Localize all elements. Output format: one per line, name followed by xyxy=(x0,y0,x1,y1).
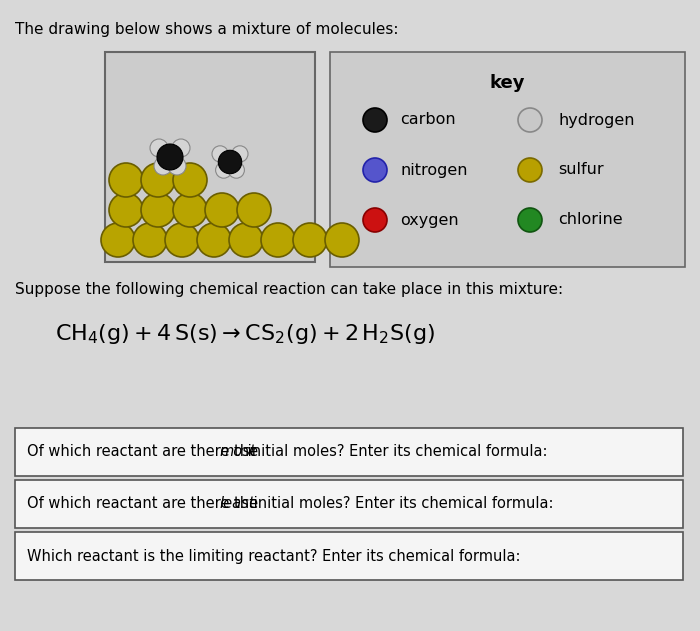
Circle shape xyxy=(109,163,143,197)
Text: Of which reactant are there the: Of which reactant are there the xyxy=(27,497,262,512)
Text: sulfur: sulfur xyxy=(558,163,603,177)
Text: The drawing below shows a mixture of molecules:: The drawing below shows a mixture of mol… xyxy=(15,22,398,37)
Circle shape xyxy=(363,208,387,232)
Text: least: least xyxy=(219,497,255,512)
Circle shape xyxy=(150,139,168,157)
Text: oxygen: oxygen xyxy=(400,213,459,228)
Text: Which reactant is the limiting reactant? Enter its chemical formula:: Which reactant is the limiting reactant?… xyxy=(27,548,521,563)
Circle shape xyxy=(173,193,207,227)
Circle shape xyxy=(216,162,232,178)
Bar xyxy=(105,52,315,262)
Bar xyxy=(15,532,683,580)
Circle shape xyxy=(165,223,199,257)
Circle shape xyxy=(154,157,172,175)
Text: initial moles? Enter its chemical formula:: initial moles? Enter its chemical formul… xyxy=(249,497,554,512)
Text: Of which reactant are there the: Of which reactant are there the xyxy=(27,444,262,459)
Circle shape xyxy=(363,108,387,132)
Circle shape xyxy=(293,223,327,257)
Text: initial moles? Enter its chemical formula:: initial moles? Enter its chemical formul… xyxy=(243,444,547,459)
Circle shape xyxy=(141,193,175,227)
Circle shape xyxy=(101,223,135,257)
Circle shape xyxy=(172,139,190,157)
Text: carbon: carbon xyxy=(400,112,456,127)
Circle shape xyxy=(518,108,542,132)
Circle shape xyxy=(212,146,228,162)
Bar xyxy=(330,52,685,267)
Circle shape xyxy=(518,158,542,182)
Circle shape xyxy=(205,193,239,227)
Bar xyxy=(15,428,683,476)
Circle shape xyxy=(232,146,248,162)
Circle shape xyxy=(157,144,183,170)
Text: chlorine: chlorine xyxy=(558,213,622,228)
Text: $\mathrm{CH_4(g)+4\,S(s) \rightarrow CS_2(g)+2\,H_2S(g)}$: $\mathrm{CH_4(g)+4\,S(s) \rightarrow CS_… xyxy=(55,322,435,346)
Text: nitrogen: nitrogen xyxy=(400,163,468,177)
Circle shape xyxy=(237,193,271,227)
Circle shape xyxy=(109,193,143,227)
Circle shape xyxy=(218,150,242,174)
Circle shape xyxy=(363,158,387,182)
Circle shape xyxy=(197,223,231,257)
Text: hydrogen: hydrogen xyxy=(558,112,634,127)
Circle shape xyxy=(168,157,186,175)
Circle shape xyxy=(133,223,167,257)
Text: key: key xyxy=(490,74,525,92)
Circle shape xyxy=(173,163,207,197)
Circle shape xyxy=(229,223,263,257)
Circle shape xyxy=(261,223,295,257)
Circle shape xyxy=(325,223,359,257)
Circle shape xyxy=(141,163,175,197)
Circle shape xyxy=(518,208,542,232)
Bar xyxy=(15,480,683,528)
Circle shape xyxy=(228,162,244,178)
Text: most: most xyxy=(219,444,256,459)
Text: Suppose the following chemical reaction can take place in this mixture:: Suppose the following chemical reaction … xyxy=(15,282,563,297)
